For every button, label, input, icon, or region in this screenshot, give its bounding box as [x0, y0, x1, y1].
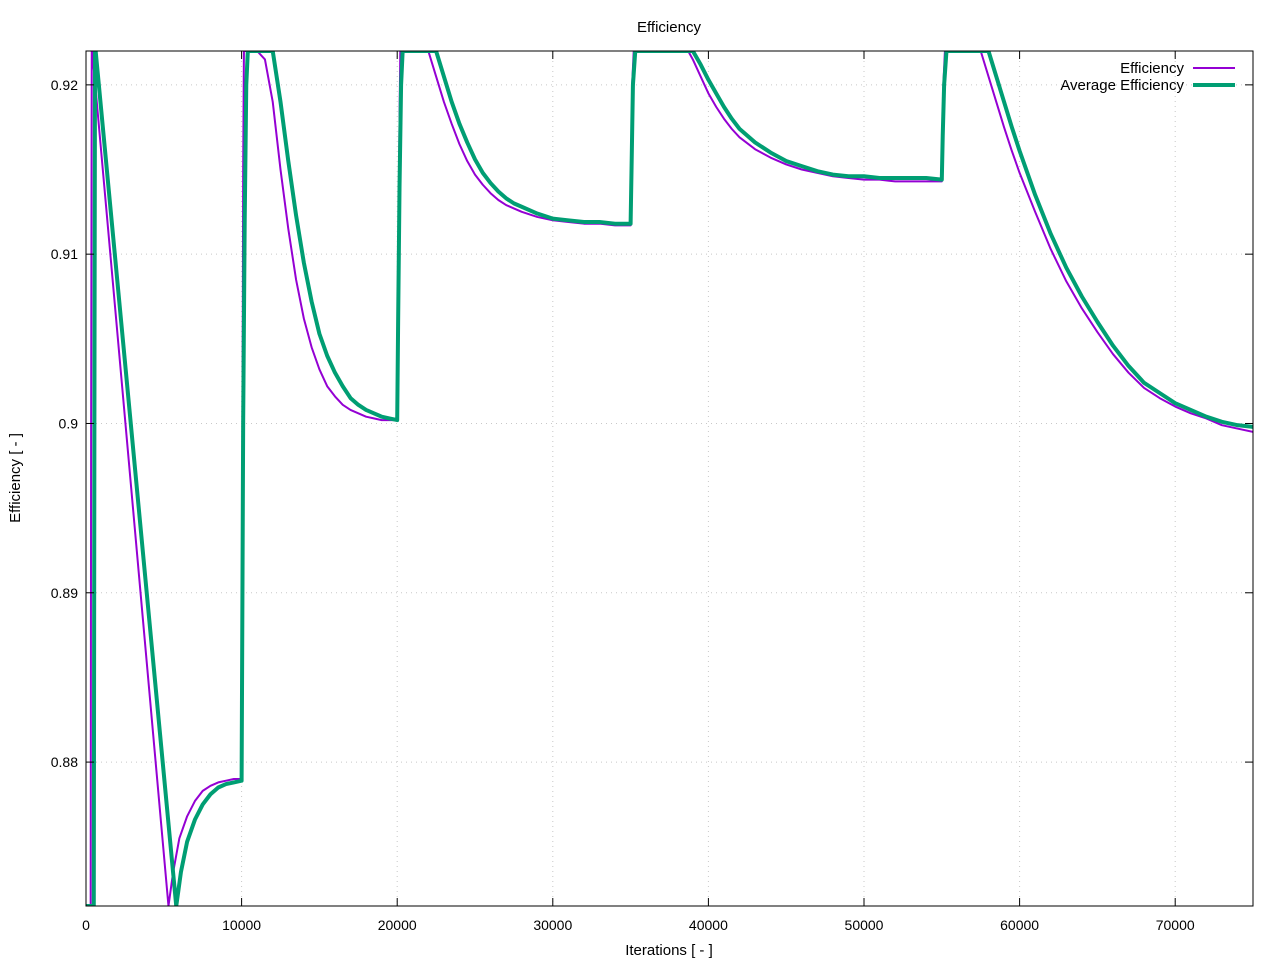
legend-label: Efficiency: [1120, 60, 1184, 77]
x-tick-label: 20000: [378, 917, 417, 933]
x-tick-label: 60000: [1000, 917, 1039, 933]
series-layer: [86, 51, 1253, 906]
y-axis-label: Efficiency [ - ]: [7, 433, 24, 523]
x-tick-label: 70000: [1156, 917, 1195, 933]
x-tick-label: 30000: [533, 917, 572, 933]
x-tick-label: 50000: [845, 917, 884, 933]
x-tick-label: 10000: [222, 917, 261, 933]
y-tick-label: 0.89: [51, 585, 78, 601]
x-axis-label: Iterations [ - ]: [625, 942, 713, 959]
x-tick-label: 0: [82, 917, 90, 933]
series-line-efficiency: [86, 51, 1253, 906]
plot-frame: [85, 50, 1254, 907]
y-tick-label: 0.88: [51, 754, 78, 770]
legend-label: Average Efficiency: [1060, 77, 1184, 94]
y-tick-label: 0.91: [51, 246, 78, 262]
y-tick-label: 0.92: [51, 77, 78, 93]
series-line-average-efficiency: [86, 51, 1253, 906]
axis-ticks: 0 10000 20000 30000 40000 50000 60000 70000 0.88…: [51, 51, 1253, 933]
x-tick-label: 40000: [689, 917, 728, 933]
y-tick-label: 0.9: [59, 415, 79, 431]
chart-title: Efficiency: [637, 19, 701, 36]
